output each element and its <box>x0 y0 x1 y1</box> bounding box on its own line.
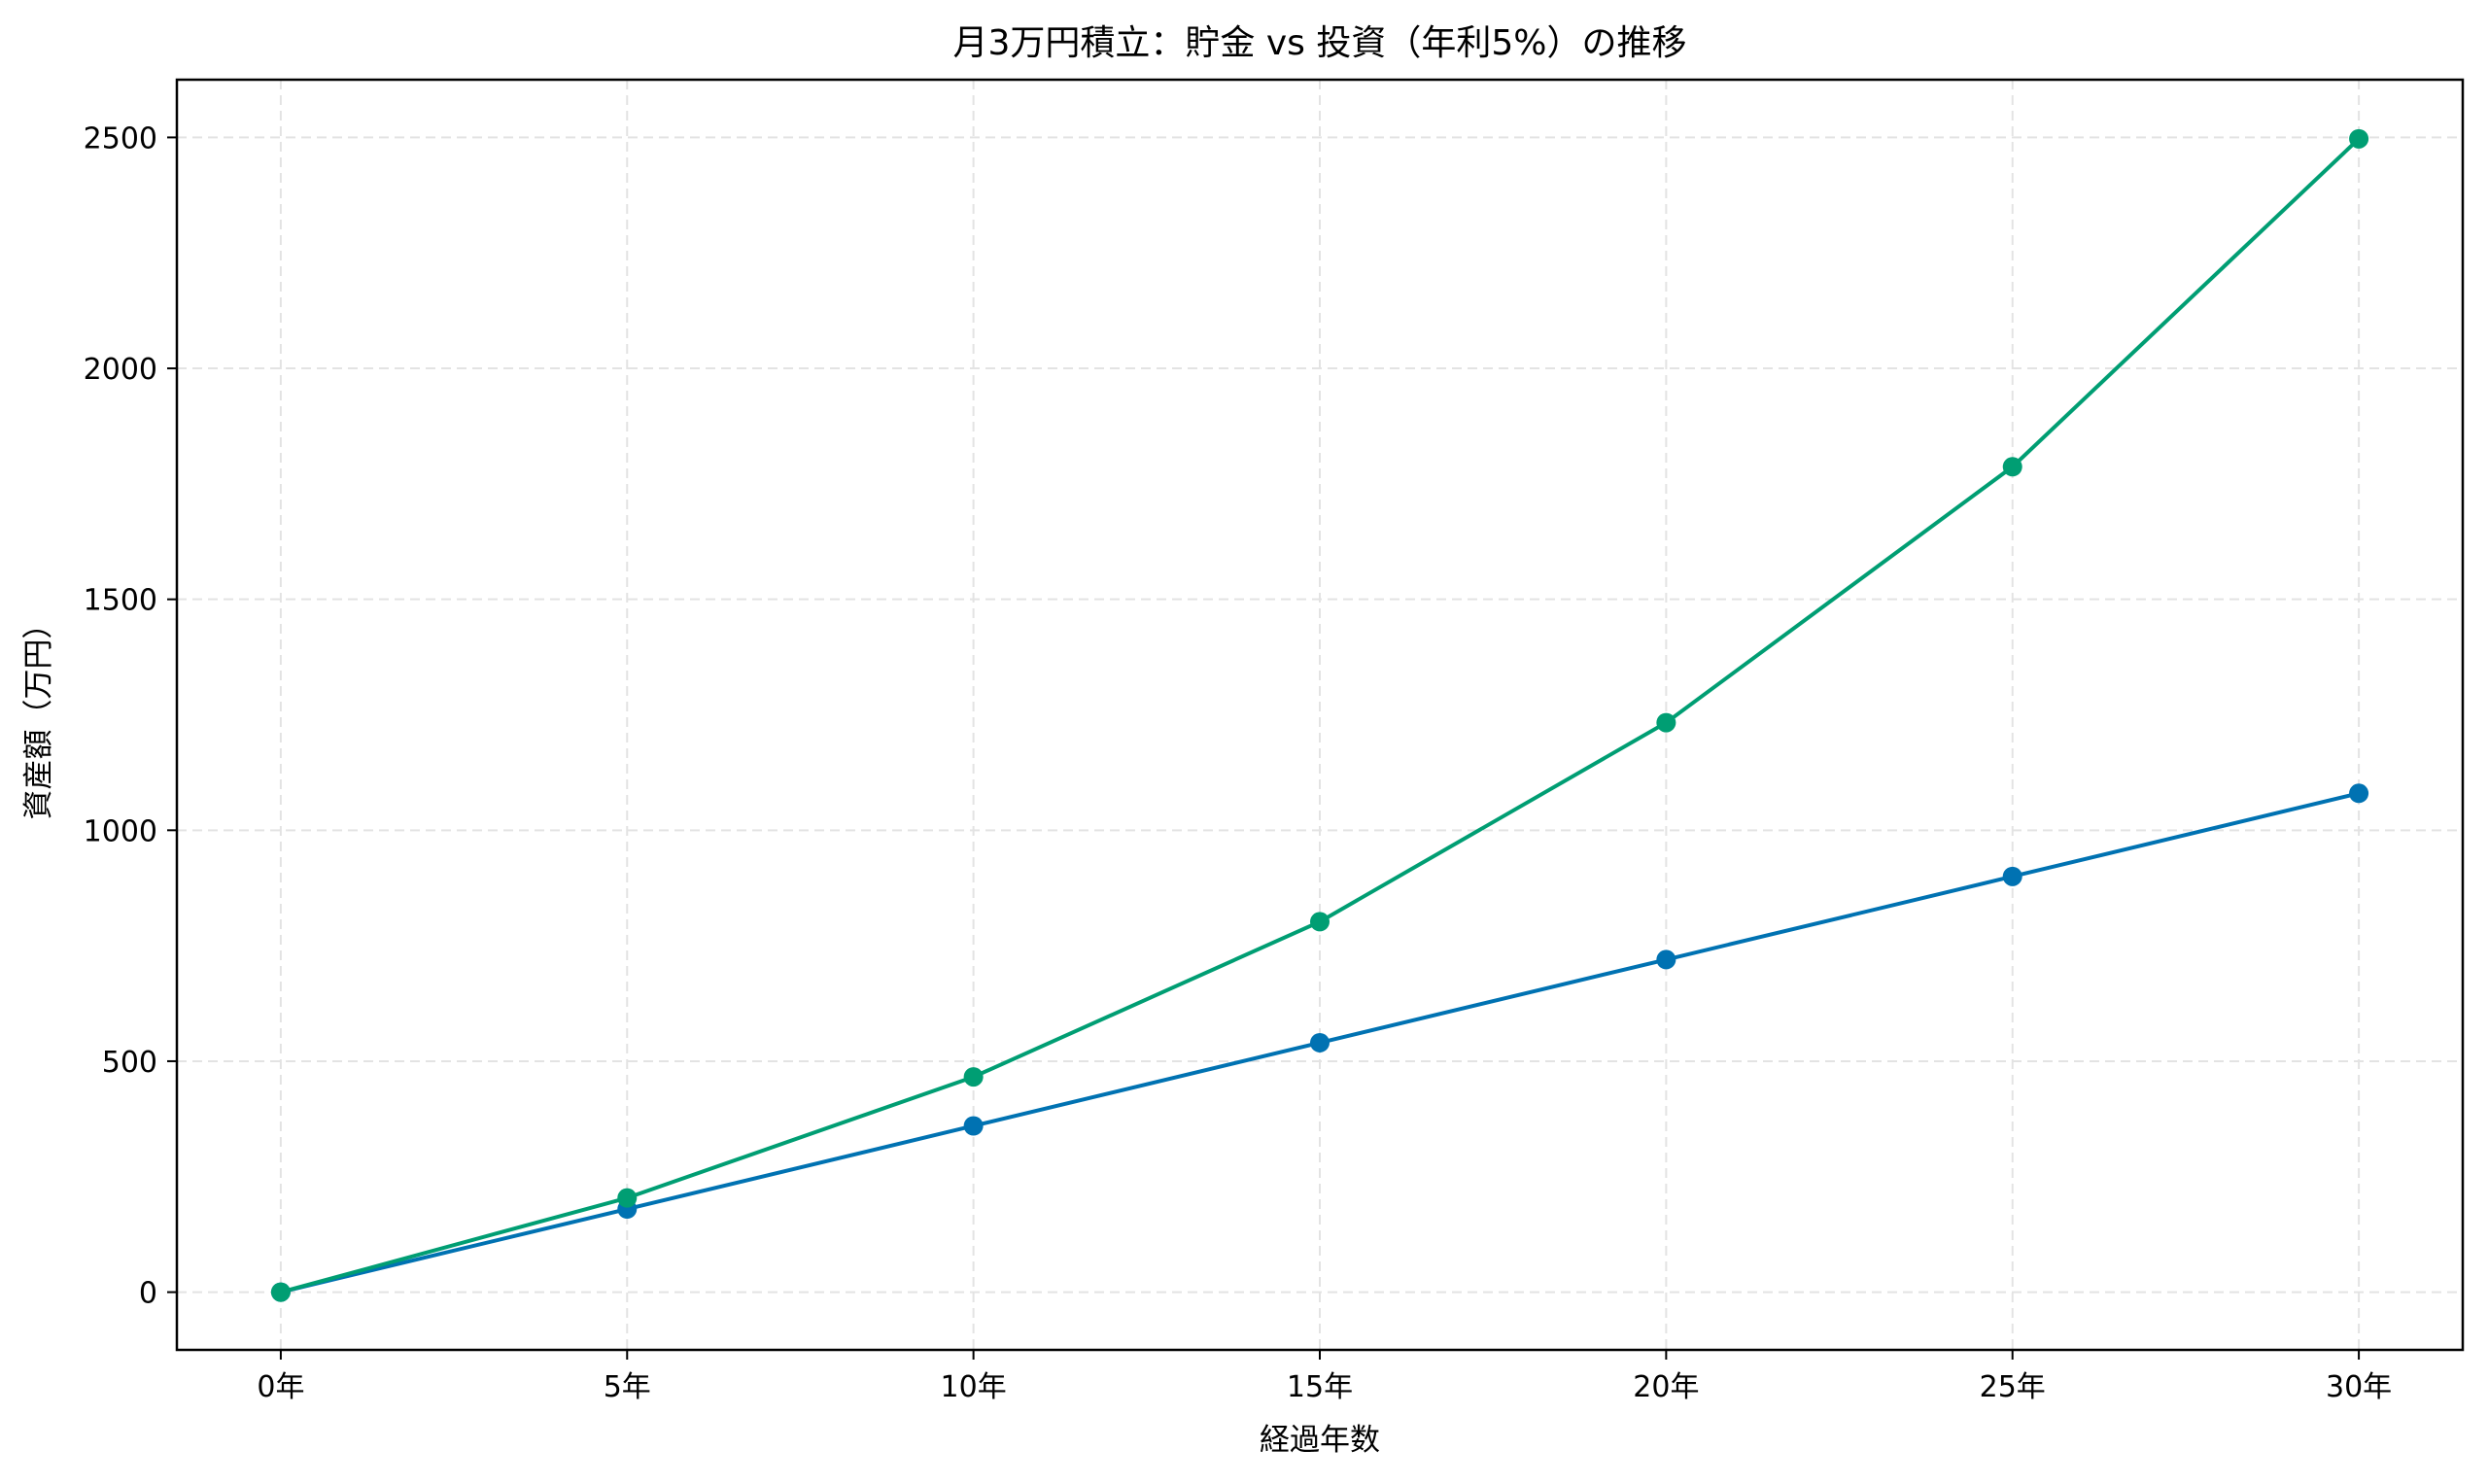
series-1-line <box>280 137 2361 1294</box>
series-1-point <box>1656 712 1676 733</box>
series-group <box>270 128 2369 1302</box>
series-0-point <box>2002 866 2022 886</box>
series-0-point <box>1656 949 1676 970</box>
x-tick-label: 10年 <box>941 1370 1007 1404</box>
x-tick-label: 30年 <box>2326 1370 2392 1404</box>
series-1-point <box>270 1282 291 1302</box>
series-0-point <box>2349 783 2369 804</box>
y-tick-label: 1500 <box>84 584 157 618</box>
series-1-point <box>1310 912 1330 932</box>
y-tick-label: 0 <box>139 1277 157 1311</box>
x-tick-label: 15年 <box>1287 1370 1353 1404</box>
series-1-point <box>2349 128 2369 149</box>
x-axis-label: 経過年数 <box>1260 1423 1380 1458</box>
x-tick-label: 5年 <box>604 1370 651 1404</box>
series-0-point <box>963 1116 984 1136</box>
y-tick-label: 500 <box>102 1046 157 1080</box>
y-tick-label: 2000 <box>84 353 157 387</box>
series-1-point <box>617 1188 638 1208</box>
ticks: 0年 5年 10年 15年 20年 25年 30年 0 500 1000 1500 2000 2500 <box>84 121 2393 1404</box>
x-tick-label: 25年 <box>1980 1370 2046 1404</box>
chart-title: 月3万円積立：貯金 vs 投資（年利5%）の推移 <box>953 23 1687 63</box>
grid <box>177 80 2463 1350</box>
series-0-point <box>1310 1032 1330 1053</box>
y-axis-label: 資産額（万円） <box>21 609 56 820</box>
series-1-point <box>963 1067 984 1087</box>
y-tick-label: 2500 <box>84 121 157 155</box>
x-tick-label: 20年 <box>1633 1370 1699 1404</box>
y-tick-label: 1000 <box>84 814 157 848</box>
x-tick-label: 0年 <box>257 1370 304 1404</box>
series-1-point <box>2002 457 2022 477</box>
